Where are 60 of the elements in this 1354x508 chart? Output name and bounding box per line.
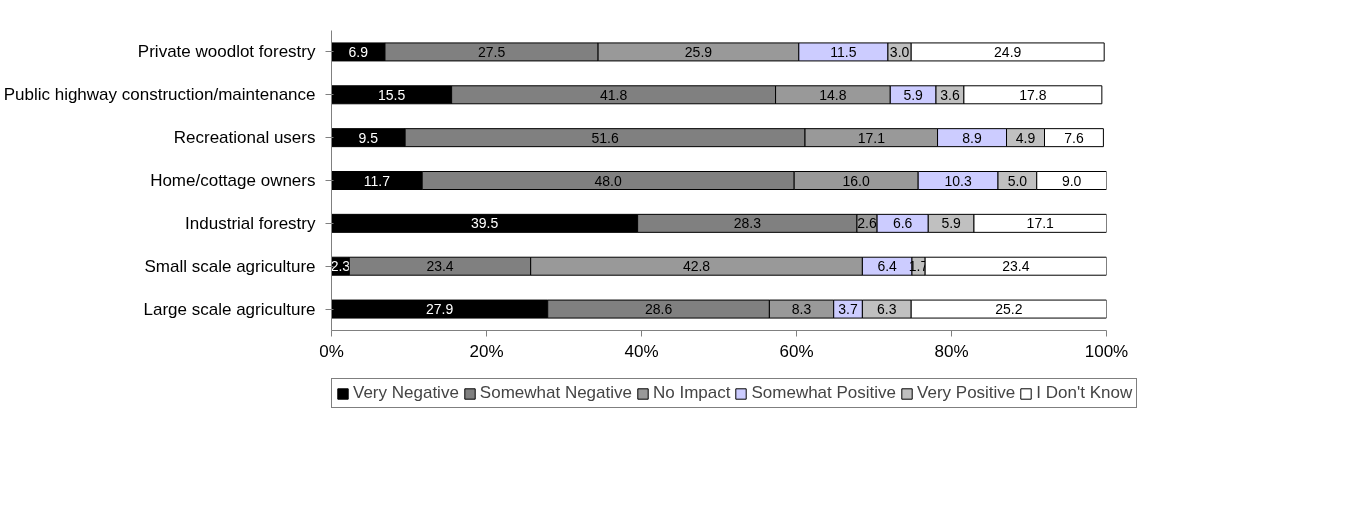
y-tick-label: Private woodlot forestry (137, 42, 316, 62)
data-label: 3.0 (889, 43, 910, 60)
legend-label: I Don't Know (1036, 383, 1133, 403)
legend-label: Very Negative (353, 383, 459, 403)
y-tick-label: Industrial forestry (185, 213, 316, 233)
data-label: 9.0 (1061, 172, 1082, 189)
data-label: 10.3 (944, 172, 972, 189)
data-label: 23.4 (1002, 258, 1030, 275)
x-tick-label: 40% (624, 341, 659, 361)
data-label: 2.3 (330, 258, 351, 275)
data-label: 9.5 (358, 129, 379, 146)
data-label: 17.1 (857, 129, 886, 146)
x-tick-label: 20% (469, 341, 504, 361)
y-tick-label: Recreational users (173, 128, 316, 148)
data-label: 25.9 (684, 43, 713, 60)
x-tick-label: 60% (779, 341, 814, 361)
legend-label: Somewhat Positive (751, 383, 897, 403)
data-label: 42.8 (682, 258, 711, 275)
data-label: 6.4 (877, 258, 898, 275)
data-label: 3.6 (940, 86, 960, 103)
data-label: 6.6 (892, 215, 913, 232)
legend-label: Very Positive (917, 383, 1016, 403)
data-label: 41.8 (599, 86, 628, 103)
data-label: 2.6 (857, 215, 877, 232)
data-label: 8.3 (791, 301, 812, 318)
x-tick-label: 80% (934, 341, 969, 361)
y-tick-label: Home/cottage owners (150, 171, 316, 190)
data-label: 27.5 (477, 43, 506, 60)
data-label: 4.9 (1015, 129, 1036, 146)
data-label: 27.9 (425, 301, 454, 318)
data-label: 11.5 (830, 43, 857, 60)
legend-label: No Impact (652, 383, 731, 403)
x-tick-label: 100% (1084, 341, 1129, 361)
data-label: 14.8 (819, 86, 847, 103)
data-label: 15.5 (377, 86, 406, 103)
y-tick-label: Small scale agriculture (144, 256, 316, 276)
data-label: 6.3 (877, 301, 897, 318)
data-label: 11.7 (363, 172, 391, 189)
data-label: 16.0 (842, 172, 871, 189)
x-tick-label: 0% (319, 341, 344, 361)
data-label: 28.3 (733, 215, 762, 232)
data-label: 5.9 (941, 215, 962, 232)
legend-label: Somewhat Negative (479, 383, 632, 403)
data-label: 51.6 (591, 129, 619, 146)
data-label: 48.0 (594, 172, 623, 189)
data-label: 3.7 (838, 301, 858, 318)
data-label: 25.2 (995, 301, 1023, 318)
data-label: 6.9 (348, 43, 369, 60)
data-label: 7.6 (1064, 129, 1084, 146)
data-label: 28.6 (644, 301, 673, 318)
data-label: 23.4 (426, 258, 454, 275)
data-label: 17.1 (1026, 215, 1055, 232)
data-label: 5.9 (903, 86, 924, 103)
y-tick-label: Public highway construction/maintenance (3, 85, 316, 105)
data-label: 17.8 (1019, 86, 1047, 103)
data-label: 8.9 (962, 129, 982, 146)
data-label: 24.9 (994, 43, 1022, 60)
data-label: 39.5 (470, 215, 499, 232)
y-tick-label: Large scale agriculture (143, 299, 316, 319)
data-label: 5.0 (1007, 172, 1028, 189)
